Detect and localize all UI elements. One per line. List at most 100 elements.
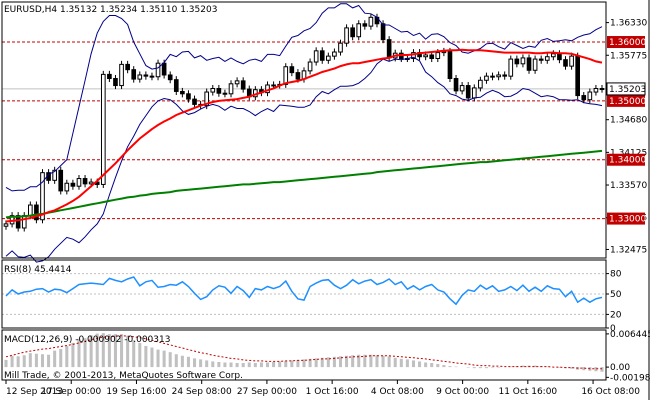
candle-down [180, 90, 185, 95]
candle-up [484, 75, 489, 81]
candle-down [34, 204, 39, 221]
sma-fast-line [5, 48, 603, 223]
rsi-tick-label: 80 [610, 270, 622, 280]
candle-down [173, 79, 179, 92]
candle-down [222, 92, 228, 95]
candle-down [490, 75, 495, 78]
candle-down [289, 66, 295, 74]
macd-panel[interactable]: 0.006445 0.00-0.001985 [4, 330, 650, 383]
candle-up [569, 55, 574, 67]
panel-frame-macd [1, 329, 607, 381]
time-tick-label: 9 Oct 00:00 [436, 387, 489, 397]
candle-up [76, 178, 82, 187]
candle-down [82, 178, 88, 185]
candle-down [216, 88, 222, 94]
rsi-panel[interactable]: 80 50 20 0 [2, 270, 622, 334]
candle-down [526, 57, 532, 71]
candle-down [186, 93, 191, 100]
candle-up [593, 88, 599, 93]
candle-down [502, 74, 508, 77]
candle-up [520, 57, 526, 65]
candle-down [350, 27, 355, 38]
candle-up [471, 87, 477, 99]
main-chart-header: EURUSD,H4 1.35132 1.35234 1.35110 1.3520… [4, 5, 217, 15]
candle-down [557, 53, 562, 61]
level-label-box [607, 212, 645, 225]
macd-signal-line [5, 335, 602, 370]
candle-down [575, 55, 580, 97]
current-price-label: 1.35203 [609, 85, 646, 95]
candle-up [119, 63, 124, 87]
candle-up [326, 55, 331, 61]
candle-up [40, 172, 45, 221]
candle-down [453, 78, 459, 92]
current-price-box [606, 82, 646, 96]
time-tick-label: 24 Sep 08:00 [172, 387, 232, 397]
rsi-tick-label: 20 [610, 310, 622, 320]
candle-up [478, 79, 483, 89]
candle-up [21, 215, 27, 229]
level-label: 1.36000 [609, 38, 646, 48]
rsi-line [5, 276, 603, 306]
rsi-header: RSI(8) 45.4414 [4, 265, 72, 275]
candle-up [155, 62, 161, 78]
candle-down [149, 75, 155, 78]
panel-frame-rsi [1, 259, 607, 329]
candle-down [465, 85, 471, 99]
candle-down [58, 169, 64, 192]
candle-up [338, 42, 343, 53]
candle-up [508, 58, 514, 77]
candle-down [319, 50, 325, 61]
candle-up [204, 91, 210, 107]
level-label-box [607, 36, 645, 49]
sma-slow-line [5, 149, 603, 219]
candle-down [514, 58, 520, 65]
candle-up [313, 50, 319, 63]
time-tick-label: 4 Oct 08:00 [371, 387, 424, 397]
candle-up [28, 204, 33, 217]
candle-down [599, 88, 605, 91]
level-label: 1.33000 [609, 215, 646, 225]
macd-tick-label: 0.00 [610, 363, 630, 373]
time-tick-label: 17 Sep 00:00 [41, 387, 101, 397]
candle-up [271, 84, 276, 87]
time-tick-label: 12 Sep 2013 [6, 387, 63, 397]
candle-up [3, 223, 9, 227]
time-tick-label: 16 Oct 08:00 [581, 387, 640, 397]
price-tick-label: 1.35775 [610, 51, 647, 61]
candle-down [107, 73, 112, 80]
level-label: 1.35000 [609, 97, 646, 107]
candle-down [380, 23, 386, 41]
macd-header: MACD(12,26,9) -0.000902 -0.000313 [4, 335, 170, 345]
candle-down [563, 59, 568, 67]
candle-up [52, 169, 57, 181]
candle-up [234, 80, 240, 85]
candle-down [581, 95, 587, 101]
candle-down [429, 54, 435, 59]
price-tick-label: 1.34680 [610, 116, 647, 126]
main-chart-panel[interactable]: 1.36330 1.35775 1.34680 1.34125 1.33570 1.330… [2, 3, 647, 263]
candle-down [386, 39, 392, 59]
candle-up [100, 73, 106, 185]
candle-up [532, 58, 538, 71]
candle-up [283, 66, 289, 85]
candle-up [551, 53, 556, 58]
rsi-tick-label: 0 [610, 324, 616, 334]
candle-up [88, 181, 94, 185]
band-lower-line [5, 56, 603, 263]
price-tick-label: 1.32475 [610, 245, 647, 255]
candle-down [538, 58, 544, 61]
candle-up [332, 51, 337, 57]
candle-down [447, 50, 453, 80]
candle-up [587, 91, 593, 101]
candle-down [113, 78, 118, 87]
candle-down [70, 182, 76, 187]
time-tick-label: 11 Oct 16:00 [498, 387, 557, 397]
candle-down [125, 63, 130, 71]
candle-down [15, 215, 21, 229]
candle-up [368, 16, 374, 27]
price-tick-label: 1.33570 [610, 181, 647, 191]
candle-up [210, 88, 216, 93]
